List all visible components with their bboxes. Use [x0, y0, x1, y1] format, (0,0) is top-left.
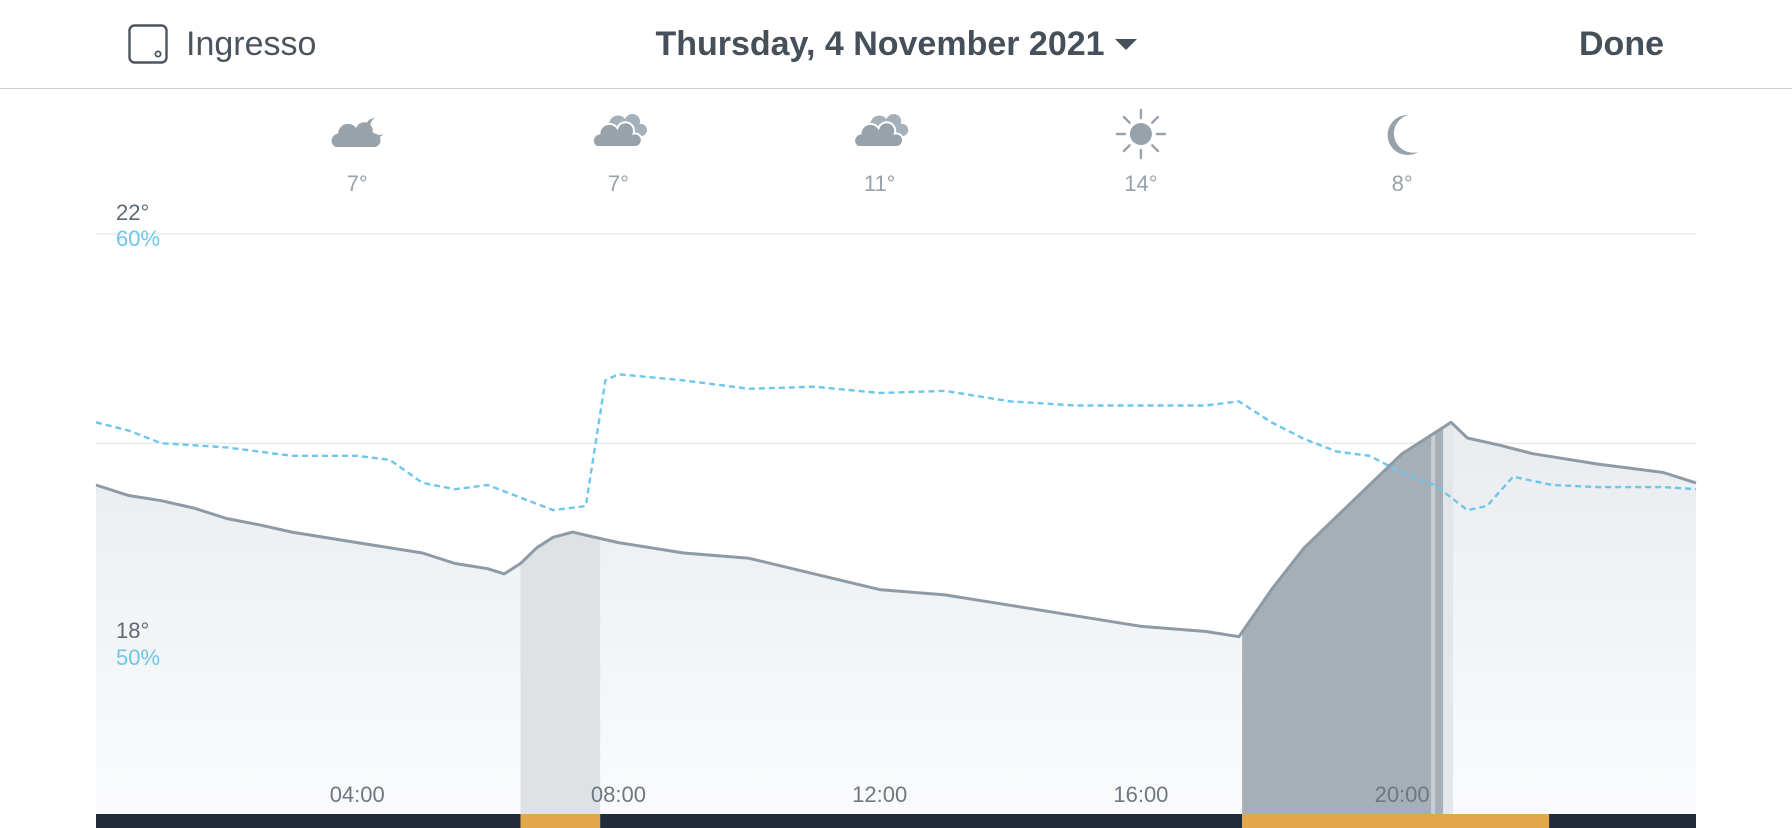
y-axis-label: 50% [116, 645, 160, 670]
schedule-segment-on [1242, 814, 1550, 828]
sun-ray [1122, 144, 1131, 153]
moon-icon: 8° [1387, 114, 1419, 196]
x-axis-label: 04:00 [330, 782, 385, 807]
chart-lines [95, 372, 1697, 639]
weather-temp: 7° [608, 171, 629, 196]
cloud-front-shape [853, 121, 904, 148]
heating-period-low [520, 422, 601, 814]
cloud-front-shape [591, 121, 643, 148]
sun-ray [1122, 115, 1131, 124]
heating-period-divider [1443, 422, 1454, 814]
room-label: Ingresso [186, 24, 317, 63]
y-axis-label: 22° [116, 200, 149, 225]
schedule-segment-on [520, 814, 601, 828]
cloud-icon: 7° [591, 114, 647, 196]
weather-temp: 8° [1392, 171, 1413, 196]
heating-schedule-bar [96, 814, 1696, 828]
weather-forecast-row: 7° 7° 11° 14° 8° [331, 108, 1419, 196]
weather-temp: 7° [347, 171, 368, 196]
x-axis-label: 08:00 [591, 782, 646, 807]
weather-temp: 11° [864, 171, 896, 196]
date-picker-button[interactable]: Thursday, 4 November 2021 [655, 24, 1137, 64]
sun-icon: 14° [1115, 108, 1167, 196]
x-axis-label: 12:00 [852, 782, 907, 807]
temperature-area [96, 422, 1696, 814]
schedule-segment-off [1549, 814, 1696, 828]
axis-labels: 22°60% 18°50% 04:00 08:00 12:00 16:00 20:00 [116, 200, 1430, 807]
x-axis-label: 20:00 [1375, 782, 1430, 807]
cloud-icon: 11° [853, 114, 909, 196]
climate-chart[interactable]: 7° 7° 11° 14° 8° 22°60% 18°50% 04:00 08:00 12:00… [0, 88, 1792, 828]
schedule-segment-off [600, 814, 1243, 828]
chevron-down-icon [1114, 38, 1137, 50]
y-axis-label: 18° [116, 618, 149, 643]
sun-ray [1151, 144, 1160, 153]
sun-ray [1151, 115, 1160, 124]
date-label: Thursday, 4 November 2021 [655, 24, 1105, 63]
heating-period-high [1242, 422, 1452, 814]
top-bar: Ingresso Thursday, 4 November 2021 Done [0, 0, 1792, 89]
heating-period-divider [1431, 422, 1436, 814]
humidity-line [95, 372, 1697, 512]
temperature-area-fill [96, 422, 1696, 814]
x-axis-label: 16:00 [1113, 782, 1168, 807]
moon-shape [1387, 114, 1419, 155]
y-axis-label: 60% [116, 226, 160, 251]
sun-core [1129, 123, 1152, 145]
weather-temp: 14° [1124, 171, 1157, 196]
room-selector[interactable]: Ingresso [128, 22, 316, 66]
temperature-line [95, 420, 1697, 639]
cloud-shape [331, 122, 381, 147]
room-icon [128, 24, 168, 64]
schedule-segment-off [96, 814, 521, 828]
cloud-moon-icon: 7° [331, 118, 384, 196]
done-button[interactable]: Done [1579, 24, 1664, 63]
